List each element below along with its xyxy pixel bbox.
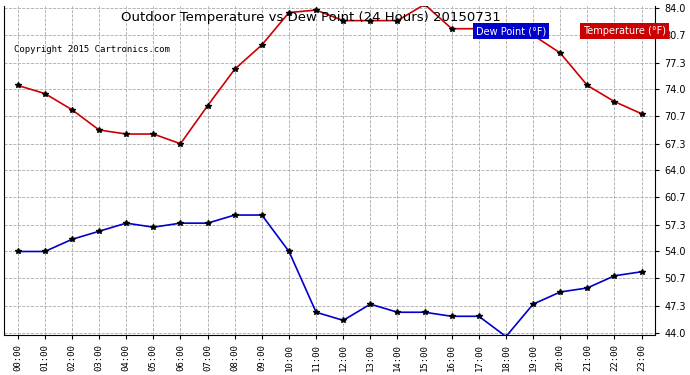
Text: Temperature (°F): Temperature (°F)	[583, 26, 666, 36]
Text: Outdoor Temperature vs Dew Point (24 Hours) 20150731: Outdoor Temperature vs Dew Point (24 Hou…	[121, 11, 500, 24]
Text: Dew Point (°F): Dew Point (°F)	[476, 26, 546, 36]
Text: Copyright 2015 Cartronics.com: Copyright 2015 Cartronics.com	[14, 45, 170, 54]
